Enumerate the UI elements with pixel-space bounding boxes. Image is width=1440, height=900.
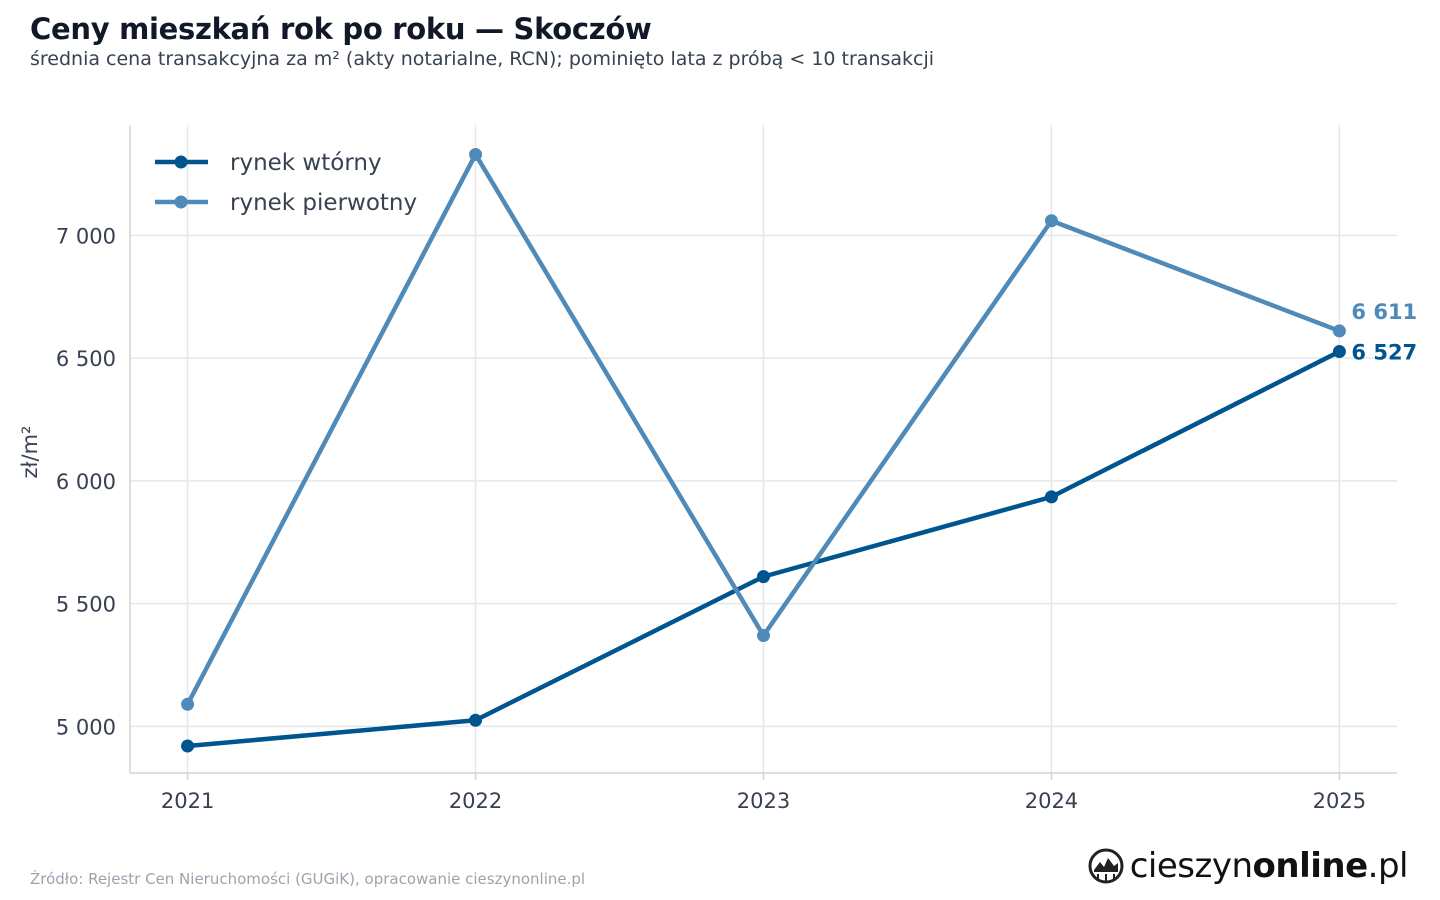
x-tick-label: 2022 (449, 789, 502, 813)
source-note: Źródło: Rejestr Cen Nieruchomości (GUGiK… (30, 870, 586, 888)
grid-layer (130, 125, 1397, 773)
end-value-label: 6 611 (1351, 300, 1417, 324)
y-tick-label: 5 000 (56, 715, 116, 739)
chart-title: Ceny mieszkań rok po roku — Skoczów (30, 12, 652, 46)
data-point (181, 739, 195, 753)
chart-subtitle: średnia cena transakcyjna za m² (akty no… (30, 48, 935, 70)
axis-layer: 5 000 5 500 6 000 6 500 7 000 2021 2022 2023 202… (18, 125, 1397, 813)
data-point (1332, 345, 1346, 359)
globe-logo-icon (1088, 848, 1124, 884)
series-layer: 6 527 6 611 (181, 147, 1417, 753)
data-point (1044, 214, 1058, 228)
x-tick-label: 2021 (161, 789, 214, 813)
legend-swatch-marker (174, 155, 188, 169)
data-point (757, 629, 770, 643)
data-point (757, 570, 770, 584)
y-tick-label: 7 000 (56, 224, 116, 248)
series-rynek-pierwotny: 6 611 (181, 147, 1417, 711)
brand-logo[interactable]: cieszynonline.pl (1088, 846, 1409, 886)
data-point (1044, 490, 1058, 504)
data-point (181, 697, 195, 711)
data-point (469, 713, 483, 727)
y-tick-label: 6 500 (56, 347, 116, 371)
y-tick-label: 5 500 (56, 593, 116, 617)
x-tick-label: 2025 (1313, 789, 1366, 813)
x-tick-label: 2023 (737, 789, 790, 813)
series-rynek-wtorny: 6 527 (181, 341, 1417, 753)
data-point (469, 147, 483, 161)
data-point (1332, 324, 1346, 338)
legend-item: rynek pierwotny (155, 190, 417, 216)
end-value-label: 6 527 (1351, 341, 1417, 365)
legend-swatch-marker (174, 195, 188, 209)
y-tick-label: 6 000 (56, 470, 116, 494)
brand-name: cieszynonline.pl (1129, 846, 1409, 886)
x-tick-label: 2024 (1025, 789, 1078, 813)
legend: rynek wtórny rynek pierwotny (155, 150, 417, 216)
y-axis-label: zł/m² (18, 426, 42, 479)
legend-item: rynek wtórny (155, 150, 382, 176)
legend-label: rynek wtórny (230, 150, 382, 176)
legend-label: rynek pierwotny (230, 190, 417, 216)
